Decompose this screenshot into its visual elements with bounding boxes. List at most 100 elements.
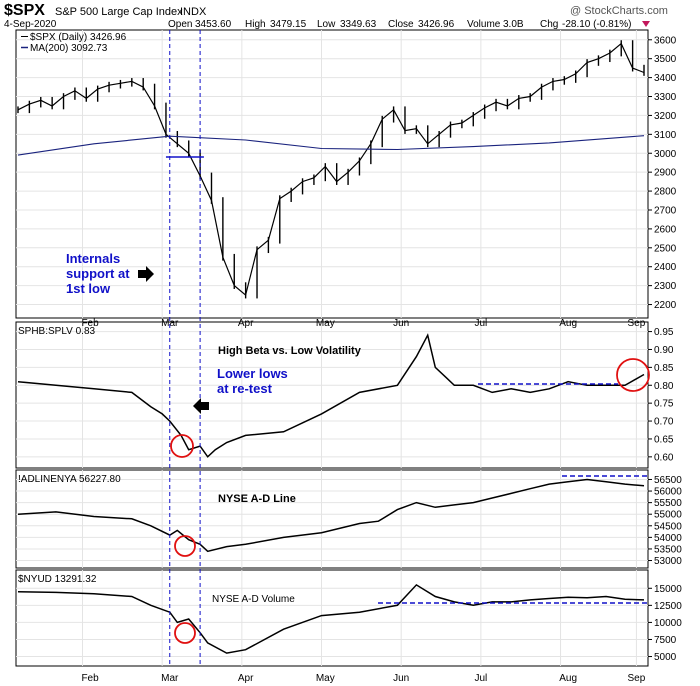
annotation-lower-lows: Lower lows at re-test xyxy=(217,366,288,396)
y-tick-label: 2700 xyxy=(654,205,677,216)
panel-advolume: 15000 12500 10000 7500 5000 $NYUD 13291.32 NYS… xyxy=(15,569,682,667)
y-tick-label: 0.70 xyxy=(654,417,674,428)
symbol-title: $SPX xyxy=(4,2,45,19)
y-tick-label: 7500 xyxy=(654,635,677,646)
chart-date: 4-Sep-2020 xyxy=(4,19,57,30)
panel-title: NYSE A-D Line xyxy=(218,493,296,505)
left-arrow-icon xyxy=(193,398,209,414)
x-tick-label-top: Apr xyxy=(238,318,254,329)
high-label: High xyxy=(245,19,266,30)
y-tick-label: 2600 xyxy=(654,224,677,235)
down-arrow-icon xyxy=(642,21,650,27)
panel-title: NYSE A-D Volume xyxy=(212,594,295,605)
y-tick-label: 56500 xyxy=(654,475,682,486)
low-value: 3349.63 xyxy=(340,19,377,30)
watermark: @ StockCharts.com xyxy=(570,5,668,17)
y-tick-label: 2400 xyxy=(654,262,677,273)
ma200-line xyxy=(17,135,645,156)
x-axis: Feb Feb Mar Mar Apr Apr May May Jun Jun Jul Jul Aug A… xyxy=(81,318,645,684)
y-tick-label: 0.90 xyxy=(654,345,674,356)
y-tick-label: 55500 xyxy=(654,498,682,509)
y-tick-label: 2200 xyxy=(654,300,677,311)
y-tick-label: 0.80 xyxy=(654,381,674,392)
panel-ratio: 0.95 0.90 0.85 0.80 0.75 0.70 0.65 0.60 SPHB:SPL… xyxy=(15,321,674,469)
legend-label: MA(200) 3092.73 xyxy=(30,43,108,54)
y-tick-label: 0.60 xyxy=(654,452,674,463)
chart-panels: 3600 3500 3400 3300 3200 3100 3000 2900 2800 2700… xyxy=(15,29,682,667)
panel-title: High Beta vs. Low Volatility xyxy=(218,345,362,357)
high-value: 3479.15 xyxy=(270,19,307,30)
legend-label: SPHB:SPLV 0.83 xyxy=(18,326,96,337)
y-tick-label: 2800 xyxy=(654,187,677,198)
symbol-exchange: INDX xyxy=(180,6,207,18)
open-value: 3453.60 xyxy=(195,19,232,30)
chg-value: -28.10 (-0.81%) xyxy=(562,19,631,30)
annotation-internals: Internals support at 1st low xyxy=(66,251,130,296)
x-tick-label-bottom: Mar xyxy=(161,673,179,684)
legend-label: $SPX (Daily) 3426.96 xyxy=(30,32,127,43)
low-label: Low xyxy=(317,19,336,30)
volume-value: 3.0B xyxy=(503,19,524,30)
price-series-line xyxy=(17,42,645,297)
y-tick-label: 3100 xyxy=(654,130,677,141)
panel-frame xyxy=(15,321,649,469)
x-tick-label-top: Sep xyxy=(628,318,646,329)
x-tick-label-top: May xyxy=(316,318,335,329)
y-tick-label: 53000 xyxy=(654,556,682,567)
x-tick-label-top: Jul xyxy=(474,318,487,329)
x-tick-label-top: Aug xyxy=(559,318,577,329)
y-tick-label: 3000 xyxy=(654,149,677,160)
y-tick-label: 3500 xyxy=(654,54,677,65)
y-tick-label: 54500 xyxy=(654,521,682,532)
highlight-circle xyxy=(170,434,194,458)
legend-label: !ADLINENYA 56227.80 xyxy=(18,474,121,485)
y-tick-label: 0.95 xyxy=(654,327,674,338)
x-tick-label-top: Mar xyxy=(161,318,179,329)
highlight-circle xyxy=(616,358,650,392)
y-tick-label: 56000 xyxy=(654,487,682,498)
volume-label: Volume xyxy=(467,19,501,30)
y-tick-label: 55000 xyxy=(654,510,682,521)
series-line-ratio xyxy=(17,333,645,458)
y-tick-label: 0.75 xyxy=(654,399,674,410)
symbol-description: S&P 500 Large Cap Index xyxy=(55,6,183,18)
y-tick-label: 2300 xyxy=(654,281,677,292)
y-tick-label: 3300 xyxy=(654,92,677,103)
x-tick-label-top: Feb xyxy=(81,318,99,329)
x-tick-label-bottom: Jun xyxy=(393,673,409,684)
right-arrow-icon xyxy=(138,266,154,282)
y-tick-label: 0.85 xyxy=(654,363,674,374)
y-tick-label: 3200 xyxy=(654,111,677,122)
panel-price: 3600 3500 3400 3300 3200 3100 3000 2900 2800 2700… xyxy=(15,29,677,319)
x-tick-label-bottom: Sep xyxy=(628,673,646,684)
x-tick-label-bottom: Jul xyxy=(474,673,487,684)
y-tick-label: 2500 xyxy=(654,243,677,254)
panel-frame xyxy=(15,569,649,667)
y-tick-label: 5000 xyxy=(654,652,677,663)
chart-annotations: Internals support at 1st low Lower lows at r… xyxy=(66,30,650,666)
y-tick-label: 0.65 xyxy=(654,434,674,445)
y-tick-label: 2900 xyxy=(654,168,677,179)
chg-label: Chg xyxy=(540,19,558,30)
series-line-adline xyxy=(17,478,645,553)
x-tick-label-bottom: Apr xyxy=(238,673,254,684)
close-label: Close xyxy=(388,19,414,30)
legend-label: $NYUD 13291.32 xyxy=(18,574,97,585)
y-tick-label: 3400 xyxy=(654,73,677,84)
x-tick-label-top: Jun xyxy=(393,318,409,329)
highlight-circle xyxy=(174,622,196,644)
series-line-advolume xyxy=(17,583,645,654)
close-value: 3426.96 xyxy=(418,19,455,30)
highlight-circle xyxy=(174,535,196,557)
x-tick-label-bottom: May xyxy=(316,673,335,684)
x-tick-label-bottom: Feb xyxy=(81,673,99,684)
y-tick-label: 15000 xyxy=(654,584,682,595)
y-tick-label: 12500 xyxy=(654,601,682,612)
y-tick-label: 53500 xyxy=(654,544,682,555)
y-tick-label: 3600 xyxy=(654,35,677,46)
y-tick-label: 10000 xyxy=(654,618,682,629)
open-label: Open xyxy=(168,19,192,30)
panel-adline: 5650056000555005500054500540005350053000… xyxy=(15,469,682,569)
